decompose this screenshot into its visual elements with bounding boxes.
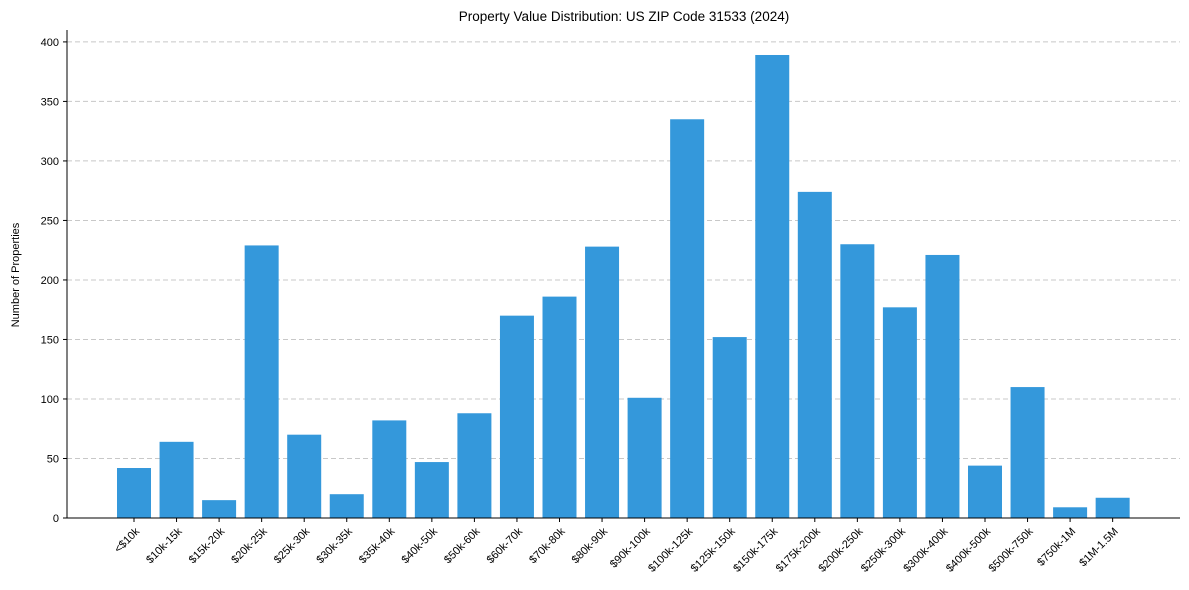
y-tick-label: 250 [41,215,59,227]
y-tick-label: 350 [41,96,59,108]
bar [457,413,492,518]
bar [1095,497,1130,518]
y-tick-label: 50 [47,453,59,465]
x-tick-label: $20k-25k [229,525,270,566]
bar [159,441,194,518]
y-axis-label: Number of Properties [10,222,22,327]
bar [840,244,875,518]
y-tick-label: 300 [41,156,59,168]
x-tick-label: $40k-50k [399,525,440,566]
chart-title: Property Value Distribution: US ZIP Code… [459,9,789,24]
x-tick-label: $80k-90k [570,525,611,566]
x-tick-label: $500k-750k [987,525,1036,574]
bar [712,337,747,518]
bar [585,246,620,518]
y-axis-ticks: 0 50 100 150 200 250 300 350 400 [41,37,67,525]
bar [1053,507,1088,518]
bar [542,296,577,518]
bar [670,119,705,518]
bar [925,254,960,518]
y-tick-label: 100 [41,394,59,406]
y-tick-label: 200 [41,275,59,287]
x-tick-label: $150k-175k [731,525,780,574]
x-tick-label: $125k-150k [689,525,738,574]
bar [797,191,832,518]
bar [372,420,407,518]
x-tick-label: $30k-35k [314,525,355,566]
x-tick-label: $50k-60k [442,525,483,566]
x-tick-label: $10k-15k [144,525,185,566]
bar [202,500,237,518]
x-tick-label: $750k-1M [1035,526,1078,569]
x-tick-label: $35k-40k [357,525,398,566]
x-tick-label: $1M-1.5M [1077,526,1121,570]
bar [1010,387,1045,518]
y-tick-label: 150 [41,334,59,346]
bar [414,462,449,518]
x-tick-label: $60k-70k [485,525,526,566]
bar [499,315,534,518]
bar [329,494,364,518]
bar [244,245,279,518]
bar [882,307,917,518]
x-tick-label: $250k-300k [859,525,908,574]
bar [627,397,662,518]
y-tick-label: 0 [53,513,59,525]
x-tick-label: $175k-200k [774,525,823,574]
bar [968,465,1002,518]
x-tick-label: $400k-500k [944,525,993,574]
x-tick-label: $90k-100k [608,525,653,570]
x-tick-label: $200k-250k [816,525,865,574]
x-tick-label: $300k-400k [901,525,950,574]
x-tick-label: $70k-80k [527,525,568,566]
bar [287,434,322,518]
bar [117,468,151,518]
x-tick-label: <$10k [112,525,142,555]
x-tick-label: $15k-20k [187,525,228,566]
x-axis-ticks: <$10k $10k-15k $15k-20k $20k-25k $25k-30k $30… [112,518,1121,575]
y-tick-label: 400 [41,37,59,49]
bar [755,54,790,519]
x-tick-label: $100k-125k [646,525,695,574]
bars [117,54,1130,519]
x-tick-label: $25k-30k [272,525,313,566]
